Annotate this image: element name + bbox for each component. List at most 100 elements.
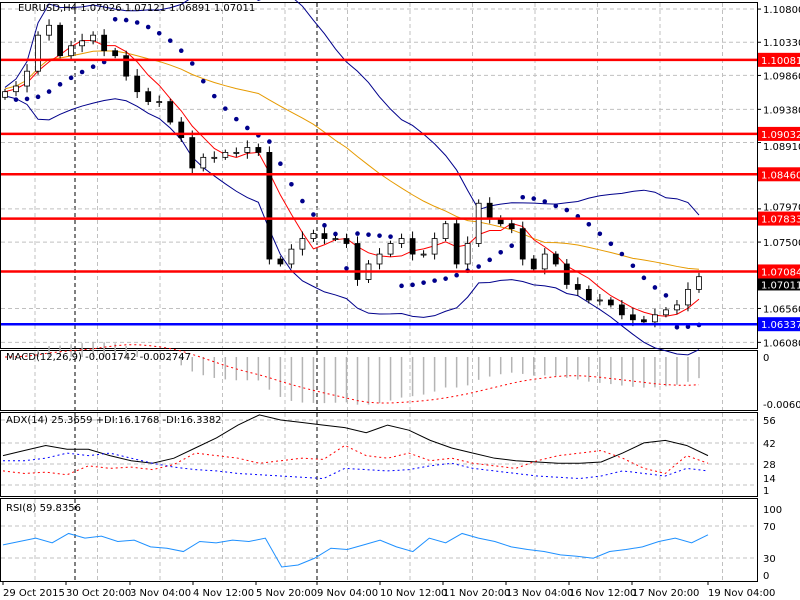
candle-bullish	[299, 238, 306, 250]
parabolic-sar-dot	[178, 48, 184, 54]
parabolic-sar-dot	[245, 125, 250, 131]
parabolic-sar-dot	[289, 181, 294, 187]
x-tick-label: 19 Nov 04:00	[708, 588, 775, 599]
parabolic-sar-dot	[134, 20, 140, 25]
y-tick-label: 1.06560	[763, 304, 800, 315]
price-level-tag	[758, 52, 800, 67]
candle-bullish	[288, 248, 295, 265]
parabolic-sar-dot	[564, 207, 570, 213]
candle-bearish	[486, 202, 493, 219]
parabolic-sar-dot	[200, 78, 206, 84]
parabolic-sar-dot	[377, 233, 382, 238]
rsi-panel-frame	[0, 498, 758, 582]
candle-bearish	[641, 319, 647, 323]
y-tick-label: 1.06080	[763, 338, 800, 349]
candle-bullish	[442, 223, 449, 239]
price-level-label: 1.08460	[761, 170, 800, 181]
candle-bearish	[618, 304, 625, 316]
parabolic-sar-dot	[432, 278, 437, 283]
current-price-label: 1.07011	[761, 280, 800, 291]
parabolic-sar-dot	[145, 24, 151, 30]
candle-bearish	[453, 223, 460, 265]
parabolic-sar-dot	[24, 96, 30, 102]
candle-bearish	[134, 75, 141, 93]
candle-bullish	[685, 288, 691, 306]
adx-title: ADX(14) 25.3659 +DI:16.1768 -DI:16.3382	[6, 415, 222, 426]
x-tick-label: 9 Nov 04:00	[317, 588, 378, 599]
parabolic-sar-dot	[112, 17, 118, 22]
price-level-tag	[758, 317, 800, 332]
parabolic-sar-dot	[156, 30, 162, 36]
x-tick-label: 4 Nov 12:00	[193, 588, 254, 599]
parabolic-sar-dot	[355, 231, 360, 236]
ohlc-close: 1.07011	[213, 3, 256, 14]
price-level-label: 1.10081	[761, 56, 800, 67]
candle-bullish	[90, 34, 97, 42]
candle-bullish	[79, 40, 86, 47]
candle-bullish	[310, 233, 317, 239]
candle-bearish	[101, 34, 108, 52]
parabolic-sar-dot	[685, 324, 691, 330]
rsi-y-label: 0	[763, 571, 769, 582]
candle-bearish	[585, 288, 592, 301]
candle-bearish	[552, 253, 559, 265]
parabolic-sar-dot	[663, 293, 669, 298]
parabolic-sar-dot	[278, 161, 283, 167]
rsi-y-label: 30	[763, 554, 776, 565]
candle-bullish	[46, 24, 52, 36]
parabolic-sar-dot	[553, 203, 559, 209]
parabolic-sar-dot	[211, 93, 217, 99]
parabolic-sar-dot	[586, 221, 592, 227]
parabolic-sar-dot	[79, 69, 85, 75]
macd-signal-line	[4, 344, 700, 404]
candle-bearish	[178, 121, 185, 138]
adx-panel-frame	[0, 412, 758, 497]
parabolic-sar-dot	[487, 257, 492, 263]
adx-y-label: 42	[763, 439, 776, 450]
bollinger-lower-band	[4, 95, 700, 356]
adx-y-label: 1	[763, 486, 769, 497]
y-tick-label: 1.09860	[763, 71, 800, 82]
parabolic-sar-dot	[619, 251, 625, 257]
candle-bullish	[2, 91, 8, 98]
price-level-tag	[758, 126, 800, 141]
candle-bearish	[574, 284, 581, 290]
parabolic-sar-dot	[388, 234, 393, 239]
candle-bullish	[222, 152, 229, 158]
price-level-label: 1.06337	[761, 320, 800, 331]
parabolic-sar-dot	[421, 280, 426, 285]
candle-bearish	[123, 55, 130, 77]
macd-y-label: -0.006048	[763, 400, 800, 411]
candle-bearish	[343, 238, 350, 244]
main-title: EURUSD,H4 1.07026 1.07121 1.06891 1.0701…	[18, 3, 255, 14]
ohlc-low: 1.06891	[169, 3, 211, 14]
parabolic-sar-dot	[608, 241, 614, 247]
candle-bearish	[277, 258, 284, 265]
candle-bullish	[387, 243, 394, 255]
rsi-y-label: 70	[763, 522, 776, 533]
candle-bearish	[530, 258, 537, 270]
y-tick-label: 1.08910	[763, 142, 800, 153]
candle-bearish	[255, 147, 262, 153]
price-level-tag	[758, 211, 800, 226]
candle-bullish	[674, 304, 680, 311]
price-level-label: 1.09032	[761, 130, 800, 141]
plus-di-line	[2, 444, 709, 476]
candle-bullish	[24, 70, 30, 87]
candle-bearish	[145, 91, 152, 102]
ohlc-high: 1.07121	[124, 3, 167, 14]
slow-moving-average	[4, 50, 700, 270]
parabolic-sar-dot	[57, 82, 63, 87]
macd-y-label: 0	[763, 353, 769, 364]
price-level-tag	[758, 167, 800, 182]
y-tick-label: 1.10800	[763, 5, 800, 16]
parabolic-sar-dot	[300, 198, 305, 204]
candle-bearish	[629, 314, 636, 321]
candle-bullish	[332, 238, 339, 240]
candle-bullish	[541, 253, 548, 270]
parabolic-sar-dot	[46, 89, 52, 94]
parabolic-sar-dot	[520, 194, 526, 200]
parabolic-sar-dot	[531, 196, 537, 201]
candle-bullish	[464, 243, 471, 265]
adx-y-label: 14	[763, 474, 776, 485]
